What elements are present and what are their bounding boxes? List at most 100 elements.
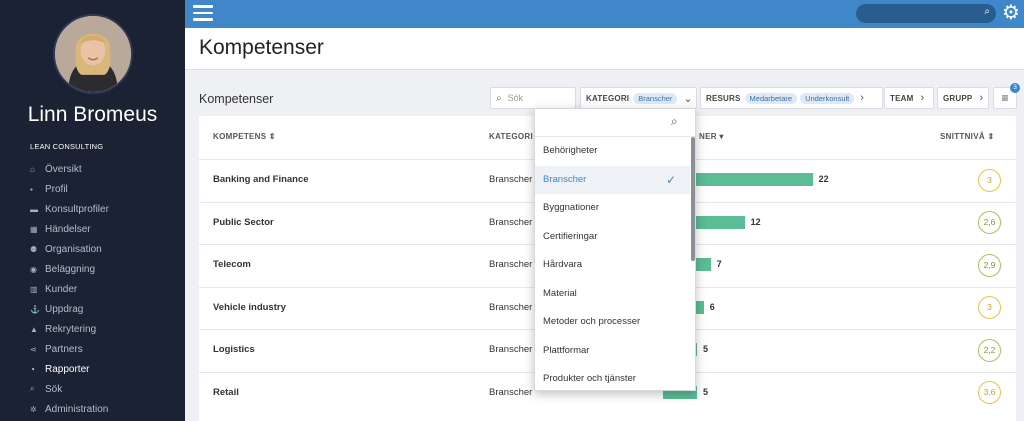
search-input[interactable]: ⌕ Sök (490, 87, 576, 109)
sidebar-item-10[interactable]: ◔ Rapporter (30, 359, 109, 379)
sidebar-item-label: Rekrytering (45, 323, 97, 335)
profile-icon: ▪ (30, 184, 33, 194)
team-label: TEAM (890, 93, 914, 103)
cell-kompetens[interactable]: Telecom (213, 259, 251, 271)
kategori-chip: Branscher (633, 92, 678, 104)
people-icon: ⚉ (30, 244, 38, 254)
sidebar-item-9[interactable]: ⋖ Partners (30, 339, 109, 359)
sidebar-item-4[interactable]: ⚉ Organisation (30, 239, 109, 259)
hamburger-icon[interactable] (193, 5, 213, 21)
dropdown-option-label: Hårdvara (543, 259, 583, 270)
dropdown-option[interactable]: Certifieringar (535, 223, 690, 251)
resurs-chip: Medarbetare (744, 92, 798, 104)
company-name: LEAN CONSULTING (30, 142, 104, 151)
dropdown-option-label: Behörigheter (543, 145, 598, 156)
sidebar-item-7[interactable]: ⚓ Uppdrag (30, 299, 109, 319)
level-circle: 2,9 (978, 253, 1001, 277)
dropdown-option[interactable]: Plattformar (535, 337, 690, 365)
cell-kategori: Branscher (489, 344, 533, 356)
dropdown-option[interactable]: Material (535, 280, 690, 308)
sidebar-item-label: Uppdrag (45, 303, 84, 315)
chevron-down-icon: ⌄ (683, 92, 693, 105)
gear-icon: ✲ (30, 404, 37, 414)
header-count[interactable]: NER ▾ (699, 132, 724, 141)
cell-kompetens[interactable]: Banking and Finance (213, 174, 309, 186)
cell-kategori: Branscher (489, 216, 533, 228)
sidebar-item-2[interactable]: ▬ Konsultprofiler (30, 199, 109, 219)
card-title: Kompetenser (199, 92, 274, 106)
sort-button[interactable]: ≡ (993, 87, 1017, 109)
dropdown-option[interactable]: Produkter och tjänster (535, 365, 690, 390)
sidebar-item-3[interactable]: ▦ Händelser (30, 219, 109, 239)
dropdown-option[interactable]: Metoder och processer (535, 308, 690, 336)
sidebar-item-0[interactable]: ⌂ Översikt (30, 159, 109, 179)
global-search-input[interactable]: ⌕ (856, 4, 996, 23)
cell-kompetens[interactable]: Public Sector (213, 216, 274, 228)
chevron-right-icon: › (920, 92, 925, 104)
sidebar-item-12[interactable]: ✲ Administration (30, 399, 109, 419)
anchor-icon: ⚓ (30, 304, 40, 314)
cell-kompetens[interactable]: Vehicle industry (213, 301, 286, 313)
search-icon: ⌕ (30, 384, 35, 393)
header-kompetens[interactable]: KOMPETENS ⇕ (213, 132, 276, 141)
cell-kompetens[interactable]: Retail (213, 386, 239, 398)
filter-lines-icon: ≡ (1001, 91, 1009, 105)
sidebar-item-label: Organisation (45, 243, 102, 255)
cell-kompetens[interactable]: Logistics (213, 344, 255, 356)
briefcase-icon: ▬ (30, 204, 38, 214)
checkmark-icon: ✓ (665, 172, 676, 187)
sidebar-item-5[interactable]: ◉ Beläggning (30, 259, 109, 279)
dropdown-option[interactable]: Hårdvara (535, 251, 690, 279)
count-value: 5 (703, 344, 709, 355)
search-icon[interactable]: ⌕ (984, 6, 990, 17)
building-icon: ▥ (30, 284, 38, 294)
team-filter[interactable]: TEAM › (884, 87, 934, 109)
level-circle: 2,2 (978, 338, 1001, 362)
sidebar-item-label: Översikt (45, 163, 82, 175)
dropdown-option[interactable]: Byggnationer (535, 194, 690, 222)
dropdown-scrollbar[interactable] (691, 137, 695, 261)
dropdown-option-label: Produkter och tjänster (543, 373, 636, 384)
dropdown-option-label: Certifieringar (543, 230, 598, 242)
dropdown-option-label: Plattformar (543, 344, 590, 356)
chevron-right-icon: › (979, 92, 984, 104)
sidebar-item-label: Profil (45, 183, 68, 195)
dropdown-option-label: Material (543, 287, 577, 299)
search-icon: ⌕ (496, 92, 502, 104)
filter-count-badge: 3 (1010, 83, 1020, 93)
grupp-filter[interactable]: GRUPP › (937, 87, 989, 109)
count-value: 12 (750, 216, 761, 227)
sidebar-item-label: Kunder (45, 283, 78, 295)
dropdown-option[interactable]: Branscher ✓ (535, 165, 690, 194)
sidebar-item-label: Beläggning (45, 263, 96, 275)
kategori-filter[interactable]: KATEGORI Branscher ⌄ (580, 87, 697, 109)
avatar[interactable] (53, 14, 133, 94)
sidebar-item-8[interactable]: ▲ Rekrytering (30, 319, 109, 339)
kategori-label: KATEGORI (586, 93, 630, 103)
resurs-filter[interactable]: RESURS Medarbetare Underkonsult › (700, 87, 883, 109)
level-circle: 3 (978, 168, 1001, 192)
cell-kategori: Branscher (489, 301, 533, 313)
kategori-dropdown: ⌕ Behörigheter Branscher ✓ Byggnationer Cert… (534, 108, 696, 391)
sidebar-item-label: Administration (45, 403, 109, 415)
avatar-photo (55, 16, 131, 92)
calendar-icon: ▦ (30, 224, 38, 234)
resurs-label: RESURS (706, 93, 741, 103)
dropdown-option-label: Branscher (543, 173, 587, 185)
gear-icon[interactable]: ⚙ (1002, 2, 1020, 24)
sidebar-item-6[interactable]: ▥ Kunder (30, 279, 109, 299)
dropdown-option[interactable]: Behörigheter (535, 137, 690, 165)
header-snittniva[interactable]: SNITTNIVÅ ⇕ (940, 132, 995, 141)
sidebar-item-11[interactable]: ⌕ Sök (30, 379, 109, 399)
sidebar-item-label: Konsultprofiler (45, 203, 109, 215)
level-circle: 3 (978, 296, 1001, 320)
count-value: 22 (818, 174, 829, 185)
pie-chart-icon: ◔ (30, 364, 35, 374)
dropdown-search-input[interactable]: ⌕ (535, 109, 695, 137)
count-value: 5 (703, 386, 709, 397)
sidebar-item-1[interactable]: ▪ Profil (30, 179, 109, 199)
search-placeholder: Sök (507, 93, 524, 103)
grupp-label: GRUPP (943, 93, 973, 103)
topbar: ⌕ ⚙ (185, 0, 1024, 28)
header-kategori[interactable]: KATEGORI (489, 132, 534, 141)
